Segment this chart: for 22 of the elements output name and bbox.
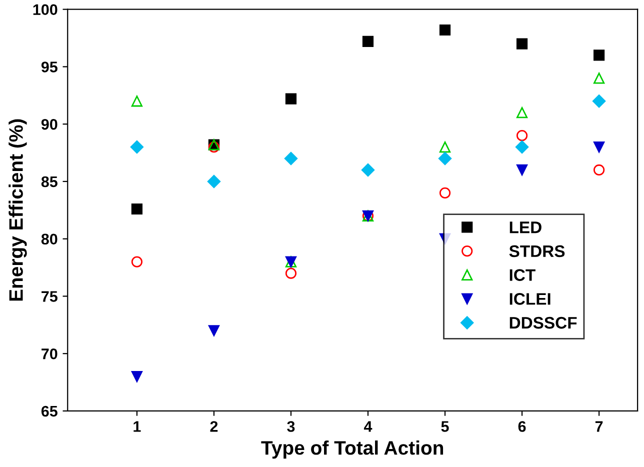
y-tick-label: 95 bbox=[41, 62, 58, 72]
y-axis-title: Energy Efficient (%) bbox=[8, 119, 27, 301]
x-tick-label: 2 bbox=[210, 421, 218, 432]
y-tick-label: 75 bbox=[42, 291, 58, 302]
y-tick-label: 80 bbox=[41, 234, 58, 245]
legend-label: LED bbox=[510, 222, 542, 234]
x-tick-label: 3 bbox=[287, 421, 295, 432]
x-tick-label: 7 bbox=[595, 421, 603, 432]
x-tick-label: 5 bbox=[441, 421, 449, 432]
y-tick-label: 100 bbox=[33, 4, 58, 16]
x-tick-label: 4 bbox=[364, 421, 372, 432]
legend-label: STDRS bbox=[509, 245, 565, 258]
y-tick-label: 90 bbox=[41, 118, 58, 130]
y-tick-label: 70 bbox=[42, 348, 58, 360]
y-tick-label: 65 bbox=[41, 406, 58, 417]
x-tick-label: 6 bbox=[518, 421, 526, 432]
x-axis-title: Type of Total Action bbox=[261, 440, 444, 459]
legend-label: ICT bbox=[510, 269, 536, 281]
y-tick-label: 85 bbox=[41, 176, 58, 188]
legend-label: ICLEI bbox=[510, 293, 550, 305]
x-tick-label: 1 bbox=[134, 421, 141, 432]
legend-label: DDSSCF bbox=[510, 316, 577, 329]
